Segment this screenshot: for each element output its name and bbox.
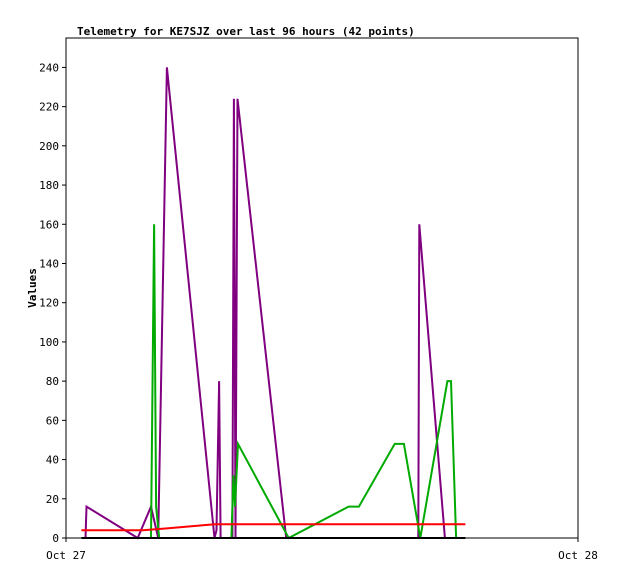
y-tick-label: 100 <box>39 336 59 349</box>
y-tick-label: 200 <box>39 140 59 153</box>
chart-title: Telemetry for KE7SJZ over last 96 hours … <box>77 25 415 38</box>
y-tick-label: 80 <box>46 375 59 388</box>
y-tick-label: 240 <box>39 61 59 74</box>
y-tick-label: 120 <box>39 297 59 310</box>
y-tick-label: 60 <box>46 414 59 427</box>
series-line-red <box>81 523 466 532</box>
y-axis-label: Values <box>26 268 39 308</box>
y-tick-label: 160 <box>39 218 59 231</box>
y-tick-label: 220 <box>39 101 59 114</box>
x-tick-label: Oct 27 <box>46 549 86 562</box>
series-lines <box>81 67 466 540</box>
y-tick-label: 20 <box>46 493 59 506</box>
x-tick-label: Oct 28 <box>558 549 598 562</box>
y-tick-label: 40 <box>46 454 59 467</box>
y-tick-label: 140 <box>39 257 59 270</box>
y-tick-label: 0 <box>52 532 59 545</box>
y-tick-label: 180 <box>39 179 59 192</box>
y-axis: 0 20 40 60 80 100 120 140 160 180 200 220 240 <box>39 61 66 545</box>
plot-area <box>65 37 579 539</box>
x-axis: Oct 27 Oct 28 <box>46 538 598 562</box>
